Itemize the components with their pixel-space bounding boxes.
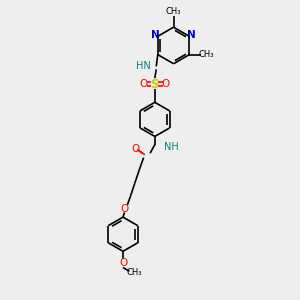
Text: CH₃: CH₃ — [199, 50, 214, 59]
Text: NH: NH — [164, 142, 179, 152]
Text: O: O — [131, 144, 140, 154]
Text: N: N — [151, 30, 160, 40]
Text: O: O — [162, 79, 170, 89]
Text: N: N — [187, 30, 196, 40]
Text: O: O — [119, 258, 127, 268]
Text: CH₃: CH₃ — [126, 268, 142, 277]
Text: O: O — [140, 79, 148, 89]
Text: O: O — [120, 204, 129, 214]
Text: HN: HN — [136, 61, 151, 71]
Text: CH₃: CH₃ — [166, 7, 181, 16]
Text: S: S — [151, 77, 159, 91]
